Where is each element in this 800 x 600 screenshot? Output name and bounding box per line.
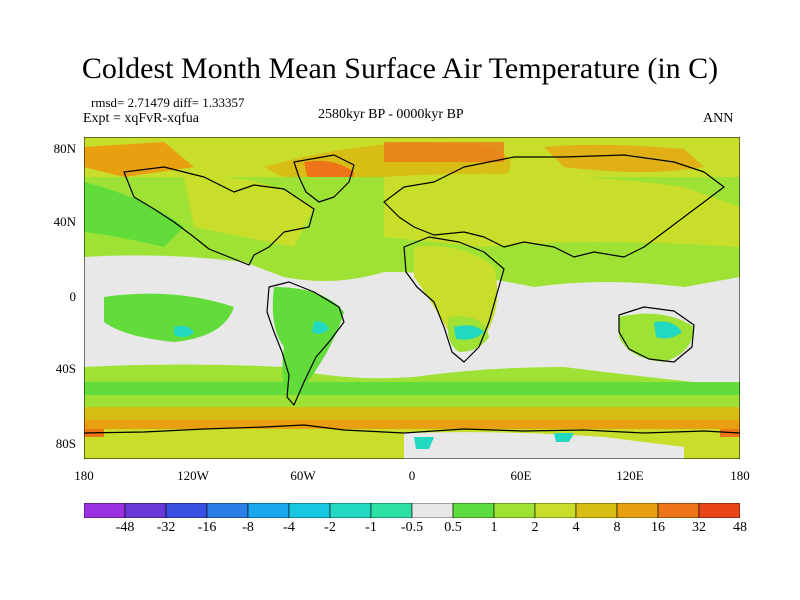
zone-cool-3 [654,321,682,339]
experiment-label: Expt = xqFvR-xqfua [83,111,199,126]
stats-label: rmsd= 2.71479 diff= 1.33357 [91,95,245,110]
zone-tropics-pacific-green [104,293,234,342]
coast-south-america [266,281,345,406]
zone-north-sea-hot [384,142,504,162]
colorbar-swatch [370,503,413,518]
colorbar-label: -0.5 [400,520,424,535]
colorbar-label: 32 [692,520,706,535]
colorbar-label: -4 [283,520,295,535]
zone-siberia-hot [544,144,704,172]
zone-cool-1 [454,325,484,340]
coastlines [84,154,740,434]
colorbar-swatch [288,503,331,518]
colorbar-label: -8 [242,520,254,535]
zone-cool-2 [312,321,329,334]
colorbar-label: 8 [613,520,621,535]
period-label: 2580kyr BP - 0000kyr BP [318,107,464,122]
x-tick-180e: 180 [730,468,750,483]
zone-antarctica-neutral [404,432,684,459]
colorbar-label: 4 [572,520,580,535]
coast-greenland [293,154,355,203]
y-tick-0: 0 [69,289,77,304]
coast-antarctica [84,424,740,434]
zone-cool-4 [174,325,194,338]
zone-south-america [272,287,344,407]
colorbar-swatch [124,503,167,518]
y-tick-40s: 40S [55,361,76,376]
x-tick-0: 0 [408,468,416,483]
coast-africa [403,236,505,363]
x-tick-60w: 60W [290,468,316,483]
colorbar-label: 2 [531,520,539,535]
colorbar-label: -2 [324,520,336,535]
x-tick-60e: 60E [510,468,532,483]
colorbar-label: -32 [156,520,176,535]
colorbar-label: -16 [197,520,217,535]
colorbar-label: 16 [651,520,665,535]
colorbar-swatch [657,503,700,518]
y-tick-80s: 80S [55,436,76,451]
colorbar-swatch [616,503,659,518]
x-tick-180w: 180 [74,468,94,483]
colorbar-swatch [698,503,740,518]
colorbar-swatch [329,503,372,518]
zone-eurasia-warm [384,173,740,247]
colorbar-label: 0.5 [444,520,462,535]
colorbar-swatch [411,503,454,518]
x-tick-120e: 120E [616,468,644,483]
colorbar-swatch [575,503,618,518]
coast-north-america [123,166,315,266]
colorbar-label: -48 [115,520,135,535]
zone-alaska-hot [84,142,194,177]
coast-eurasia [383,154,725,258]
colorbar-swatch [206,503,249,518]
colorbar [84,503,740,518]
zone-africa [414,246,498,341]
coast-australia [618,306,695,363]
zone-antarctica-cool-2 [554,433,574,442]
plot-title: Coldest Month Mean Surface Air Temperatu… [81,52,719,85]
colorbar-label: 1 [490,520,498,535]
season-label: ANN [703,111,734,126]
colorbar-swatch [534,503,577,518]
colorbar-swatch [452,503,495,518]
colorbar-swatch [247,503,290,518]
colorbar-swatch [84,503,126,518]
zone-tropics [84,255,740,387]
colorbar-label: -1 [365,520,377,535]
zone-northpacific [84,182,184,247]
zone-antarctica-cool-1 [414,437,434,449]
y-tick-40n: 40N [53,214,76,229]
colorbar-label: 48 [733,520,747,535]
y-tick-80n: 80N [53,141,76,156]
x-tick-120w: 120W [177,468,209,483]
colorbar-swatch [493,503,536,518]
zone-na-warm [184,176,314,247]
temperature-map [84,137,740,459]
colorbar-swatch [165,503,208,518]
